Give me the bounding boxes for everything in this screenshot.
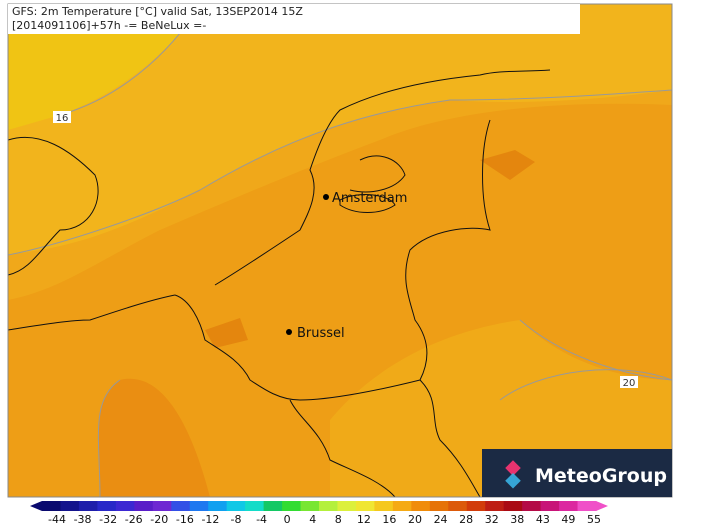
legend-swatch [503, 501, 523, 511]
legend-swatch [355, 501, 375, 511]
legend-swatch [337, 501, 357, 511]
legend-swatch [411, 501, 431, 511]
legend-tick-label: 55 [587, 513, 601, 525]
legend-tick-label: -26 [125, 513, 143, 525]
legend-tick-label: -4 [256, 513, 267, 525]
city-label: Brussel [297, 326, 345, 341]
legend-swatch [97, 501, 117, 511]
legend-tick-label: 43 [536, 513, 550, 525]
legend-tick-label: 49 [561, 513, 575, 525]
header-box [8, 4, 580, 34]
legend-tick-label: -32 [99, 513, 117, 525]
temperature-field [8, 4, 672, 497]
legend-swatch [263, 501, 283, 511]
legend-swatch [374, 501, 394, 511]
legend-swatch [115, 501, 135, 511]
legend-arrow [596, 501, 608, 511]
legend-swatch [448, 501, 468, 511]
legend-swatch [429, 501, 449, 511]
legend-swatch [152, 501, 172, 511]
legend-tick-label: -38 [74, 513, 92, 525]
legend-tick-label: 20 [408, 513, 422, 525]
header-line: GFS: 2m Temperature [°C] valid Sat, 13SE… [12, 5, 303, 18]
legend-tick-label: -20 [150, 513, 168, 525]
legend-tick-label: -8 [231, 513, 242, 525]
legend-swatch [78, 501, 98, 511]
city-label: Amsterdam [332, 191, 407, 206]
legend-swatch [522, 501, 542, 511]
legend-tick-label: 38 [510, 513, 524, 525]
legend-swatch [226, 501, 246, 511]
legend-arrow [30, 501, 42, 511]
legend-swatch [319, 501, 338, 511]
contour-label: 16 [56, 113, 69, 124]
contour-label-box [53, 111, 71, 123]
contour-label-box [620, 376, 638, 388]
legend-tick-label: -12 [201, 513, 219, 525]
legend-swatch [171, 501, 191, 511]
legend-swatch [134, 501, 154, 511]
legend-tick-label: 32 [485, 513, 499, 525]
legend-tick-label: 4 [309, 513, 316, 525]
legend-swatch [60, 501, 80, 511]
legend-swatch [392, 501, 412, 511]
legend-swatch [485, 501, 505, 511]
legend-tick-label: -16 [176, 513, 194, 525]
legend-tick-label: 0 [284, 513, 291, 525]
legend-tick-label: 28 [459, 513, 473, 525]
legend-swatch [208, 501, 228, 511]
legend-swatch [466, 501, 486, 511]
legend-tick-label: 12 [357, 513, 371, 525]
legend-tick-label: 24 [434, 513, 448, 525]
legend-tick-label: 16 [382, 513, 396, 525]
city-dot [286, 329, 292, 335]
logo-text: MeteoGroup [535, 465, 667, 487]
legend-swatch [577, 501, 597, 511]
contour-label: 20 [623, 378, 636, 389]
legend-swatch [189, 501, 209, 511]
color-legend: -44 -38 -32 -26 -20 -16 -12 -8 -4 0 4 8 12 16 20 24 28 32… [30, 501, 608, 525]
legend-tick-label: -44 [48, 513, 66, 525]
legend-swatch [540, 501, 560, 511]
legend-swatch [42, 501, 61, 511]
legend-swatch [282, 501, 302, 511]
legend-swatch [559, 501, 579, 511]
legend-tick-label: 8 [335, 513, 342, 525]
header-line: [2014091106]+57h -= BeNeLux =- [12, 19, 206, 32]
borders [8, 69, 551, 497]
city-dot [323, 194, 329, 200]
legend-swatch [245, 501, 265, 511]
legend-swatch [300, 501, 320, 511]
